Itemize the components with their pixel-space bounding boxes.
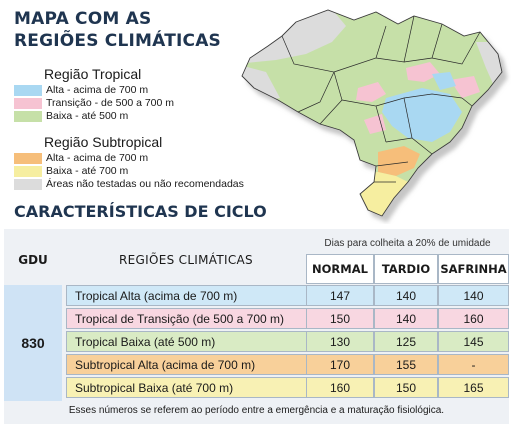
region-cell: Subtropical Baixa (até 700 m) [66,377,308,398]
value-cell: 170 [306,354,374,375]
value-cell: - [438,354,509,375]
legend-item-tropical-alta: Alta - acima de 700 m [14,84,148,96]
value-cell: 160 [438,308,509,329]
table-footnote: Esses números se referem ao período entr… [68,405,445,416]
legend-item-tropical-baixa: Baixa - até 500 m [14,110,128,122]
brazil-map [236,2,511,224]
column-header-tardio: TARDIO [374,254,438,284]
regions-header: REGIÕES CLIMÁTICAS [119,253,253,267]
gdu-header: GDU [18,253,48,267]
brazil-map-graphic [241,9,503,217]
map-title: MAPA COM AS REGIÕES CLIMÁTICAS [14,9,221,51]
legend-subtropical-heading: Região Subtropical [44,134,163,150]
value-cell: 147 [306,285,374,306]
value-cell: 155 [374,354,438,375]
value-cell: 150 [306,308,374,329]
value-cell: 140 [374,308,438,329]
region-cell: Tropical de Transição (de 500 a 700 m) [66,308,308,329]
cycle-table: GDU REGIÕES CLIMÁTICAS Dias para colheit… [4,229,509,424]
legend-item-subtropical-baixa: Baixa - até 700 m [14,165,128,177]
legend-swatch [14,110,42,122]
legend-swatch [14,97,42,109]
value-cell: 140 [374,285,438,306]
gdu-value: 830 [4,285,62,401]
region-cell: Tropical Baixa (até 500 m) [66,331,308,352]
legend-item-tropical-transicao: Transição - de 500 a 700 m [14,97,174,109]
column-header-normal: NORMAL [306,254,374,284]
region-cell: Subtropical Alta (acima de 700 m) [66,354,308,375]
value-cell: 165 [438,377,509,398]
legend-label: Baixa - até 500 m [46,110,129,122]
legend-label: Alta - acima de 700 m [46,152,149,164]
value-cell: 160 [306,377,374,398]
legend-label: Baixa - até 700 m [46,165,129,177]
legend-swatch [14,178,42,190]
value-cell: 140 [438,285,509,306]
value-cell: 150 [374,377,438,398]
value-cell: 145 [438,331,509,352]
value-cell: 130 [306,331,374,352]
days-note: Dias para colheita a 20% de umidade [324,238,491,249]
legend-tropical-heading: Região Tropical [44,66,142,82]
region-cell: Tropical Alta (acima de 700 m) [66,285,308,306]
legend-swatch [14,152,42,164]
column-header-safrinha: SAFRINHA [438,254,509,284]
legend-label: Alta - acima de 700 m [46,84,149,96]
legend-swatch [14,165,42,177]
value-cell: 125 [374,331,438,352]
legend-label: Transição - de 500 a 700 m [46,97,175,109]
legend-item-nao-testadas: Áreas não testadas ou não recomendadas [14,178,244,190]
legend-swatch [14,84,42,96]
legend-item-subtropical-alta: Alta - acima de 700 m [14,152,148,164]
legend-label: Áreas não testadas ou não recomendadas [46,178,244,190]
cycle-title: CARACTERÍSTICAS DE CICLO [14,202,267,221]
